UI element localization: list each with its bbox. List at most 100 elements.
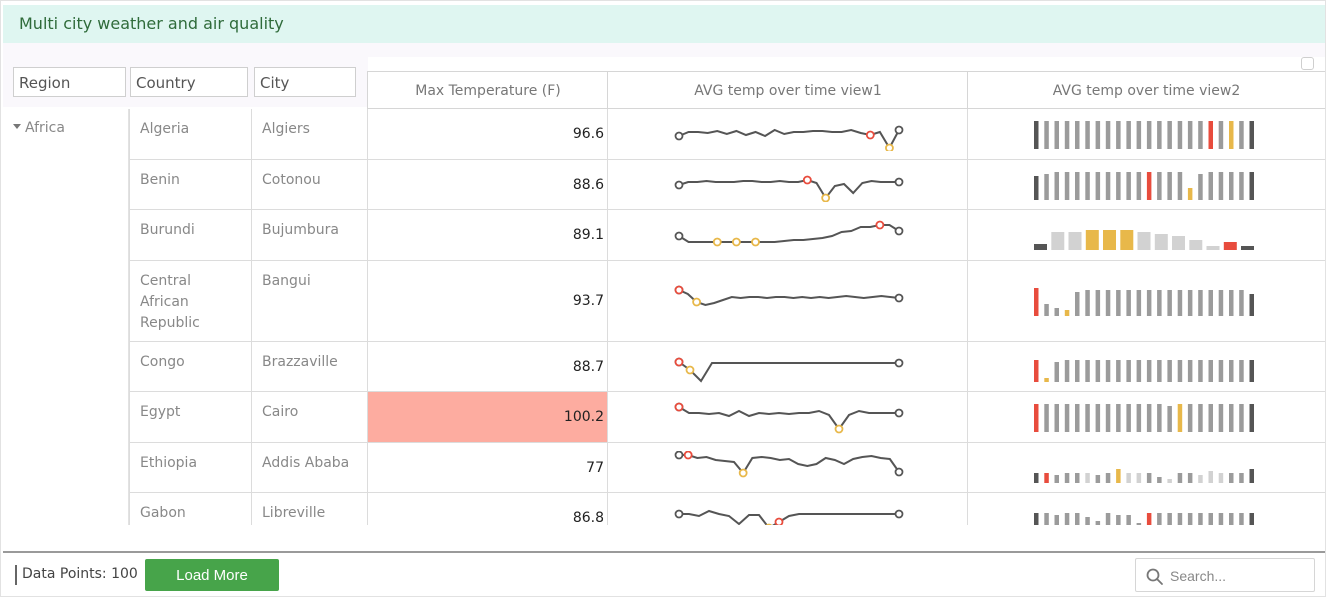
- bar: [1249, 468, 1254, 483]
- bar: [1208, 470, 1213, 483]
- bar: [1146, 472, 1152, 483]
- bar: [1172, 236, 1185, 250]
- load-more-button[interactable]: Load More: [145, 559, 279, 591]
- bar: [1187, 290, 1193, 316]
- bar: [1198, 512, 1203, 525]
- sparkline-start-marker: [674, 231, 684, 241]
- winloss-cell: [967, 160, 1325, 209]
- bar-sparkline: [1034, 171, 1254, 200]
- column-header-view1[interactable]: AVG temp over time view1: [607, 71, 968, 109]
- bar: [1208, 404, 1213, 432]
- table-row[interactable]: Algeria Algiers 96.6: [129, 109, 1325, 160]
- bar: [1034, 512, 1039, 525]
- bar: [1187, 121, 1193, 149]
- bar: [1126, 359, 1131, 382]
- bar: [1085, 171, 1090, 200]
- bar: [1105, 171, 1111, 200]
- sparkline: [674, 450, 904, 477]
- sparkline-low-marker: [834, 424, 844, 434]
- search-input[interactable]: [1170, 566, 1310, 586]
- bar: [1208, 512, 1213, 525]
- bar: [1126, 290, 1131, 316]
- bar: [1116, 468, 1121, 483]
- column-header-max-temp[interactable]: Max Temperature (F): [367, 71, 608, 109]
- table-row[interactable]: Egypt Cairo 100.2: [129, 392, 1325, 443]
- bar: [1218, 359, 1224, 382]
- sparkline-end-marker: [894, 125, 904, 135]
- region-field-header[interactable]: Region: [13, 67, 126, 97]
- bar: [1054, 404, 1059, 432]
- country-field-header[interactable]: Country: [130, 67, 248, 97]
- max-temp-cell: 88.6: [367, 160, 608, 209]
- table-row[interactable]: Burundi Bujumbura 89.1: [129, 210, 1325, 261]
- region-group-toggle[interactable]: Africa: [13, 120, 65, 136]
- bar: [1120, 230, 1134, 250]
- sparkline-path: [678, 406, 899, 431]
- bar: [1146, 121, 1152, 149]
- bar: [1105, 121, 1111, 149]
- bar: [1116, 171, 1121, 200]
- sparkline-low-marker: [731, 237, 741, 247]
- bar: [1198, 404, 1203, 432]
- bar: [1064, 404, 1070, 432]
- bar: [1177, 290, 1183, 316]
- bar: [1105, 512, 1111, 525]
- country-cell: Egypt: [129, 392, 252, 442]
- city-cell: Addis Ababa: [251, 443, 368, 492]
- max-temp-cell: 88.7: [367, 342, 608, 391]
- bar: [1103, 230, 1116, 250]
- bar: [1137, 232, 1151, 250]
- header-band: [3, 43, 1325, 57]
- city-cell: Brazzaville: [251, 342, 368, 391]
- bar: [1116, 404, 1121, 432]
- table-row[interactable]: Congo Brazzaville 88.7: [129, 342, 1325, 392]
- bar: [1075, 404, 1080, 432]
- sparkline: [674, 125, 904, 151]
- bar: [1044, 377, 1049, 382]
- table-row[interactable]: Gabon Libreville 86.8: [129, 493, 1325, 525]
- bar: [1068, 232, 1082, 250]
- sparkline-cell: [607, 109, 968, 159]
- column-chooser-checkbox[interactable]: [1301, 57, 1314, 70]
- sparkline-high-marker: [774, 517, 784, 525]
- bar: [1187, 512, 1193, 525]
- bar: [1229, 404, 1234, 432]
- bar: [1105, 472, 1111, 483]
- table-row[interactable]: Ethiopia Addis Ababa 77: [129, 443, 1325, 493]
- bar: [1034, 359, 1039, 382]
- bar: [1208, 121, 1213, 149]
- bar-sparkline: [1034, 512, 1254, 525]
- bar-sparkline: [1034, 230, 1254, 250]
- sparkline-low-marker: [821, 193, 831, 202]
- city-cell: Algiers: [251, 109, 368, 159]
- bar: [1095, 171, 1101, 200]
- city-field-header[interactable]: City: [254, 67, 356, 97]
- caret-down-icon[interactable]: [13, 124, 21, 129]
- bar: [1198, 474, 1203, 483]
- bar: [1136, 171, 1142, 200]
- bar: [1044, 472, 1049, 483]
- sparkline-end-marker: [894, 509, 904, 518]
- sparkline-low-marker: [692, 297, 702, 307]
- sparkline-path: [678, 360, 899, 383]
- table-row[interactable]: Benin Cotonou 88.6: [129, 160, 1325, 210]
- data-points-marker: [15, 565, 17, 585]
- bar: [1054, 171, 1059, 200]
- bar-sparkline: [1034, 359, 1254, 382]
- sparkline-start-marker: [674, 131, 684, 141]
- sparkline: [674, 357, 904, 383]
- winloss-cell: [967, 109, 1325, 159]
- bar: [1218, 404, 1224, 432]
- bar: [1218, 171, 1224, 200]
- bar: [1126, 171, 1131, 200]
- table-row[interactable]: Central African Republic Bangui 93.7: [129, 261, 1325, 342]
- search-box[interactable]: [1135, 558, 1315, 592]
- sparkline-cell: [607, 261, 968, 341]
- bar: [1116, 121, 1121, 149]
- bar: [1044, 512, 1049, 525]
- column-header-view2[interactable]: AVG temp over time view2: [967, 71, 1325, 109]
- bar: [1208, 171, 1213, 200]
- bar: [1085, 472, 1090, 483]
- bar: [1177, 472, 1183, 483]
- bar: [1136, 522, 1142, 525]
